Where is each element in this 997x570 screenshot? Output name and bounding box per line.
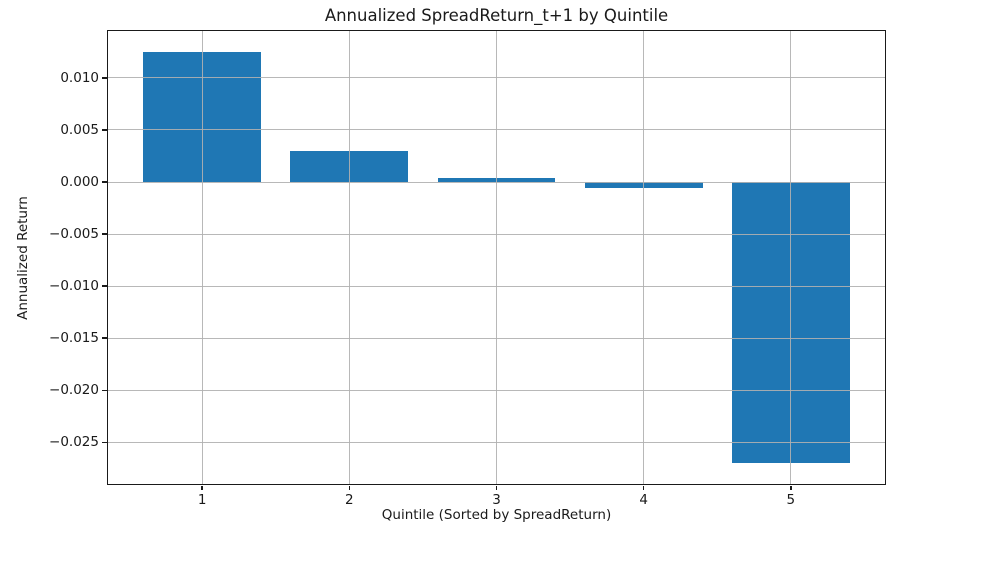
x-tick-mark [348,485,351,490]
y-tick-label: −0.005 [49,226,99,243]
gridline-vertical [201,31,203,484]
y-tick-label: −0.010 [49,278,99,295]
y-tick-mark [102,285,107,287]
y-tick-label: 0.000 [60,174,99,190]
x-axis-label: Quintile (Sorted by SpreadReturn) [381,507,612,523]
y-tick-label: −0.020 [49,382,99,399]
y-tick-label: 0.010 [60,69,99,86]
y-tick-mark [102,181,107,183]
y-axis-label: Annualized Return [15,196,31,320]
y-tick-mark [102,441,107,444]
x-tick-mark [495,485,498,490]
x-tick-label: 3 [492,492,501,508]
y-tick-label: 0.005 [60,121,99,138]
x-tick-label: 1 [197,492,207,508]
x-tick-label: 2 [345,492,354,508]
x-tick-mark [201,485,203,490]
y-tick-mark [102,337,107,339]
y-tick-mark [102,389,107,392]
y-tick-label: −0.025 [49,434,99,451]
x-tick-label: 4 [639,492,648,508]
x-tick-mark [790,485,792,490]
y-tick-label: −0.015 [49,330,99,347]
chart-title: Annualized SpreadReturn_t+1 by Quintile [324,6,669,25]
gridline-vertical [790,31,792,484]
gridline-vertical [643,31,645,484]
gridline-vertical [496,31,497,484]
gridline-vertical [348,31,350,484]
y-tick-mark [102,77,107,79]
x-tick-mark [642,485,645,490]
plot-area [106,29,886,485]
y-tick-mark [102,129,107,131]
x-tick-label: 5 [786,492,796,508]
y-tick-mark [102,233,107,235]
